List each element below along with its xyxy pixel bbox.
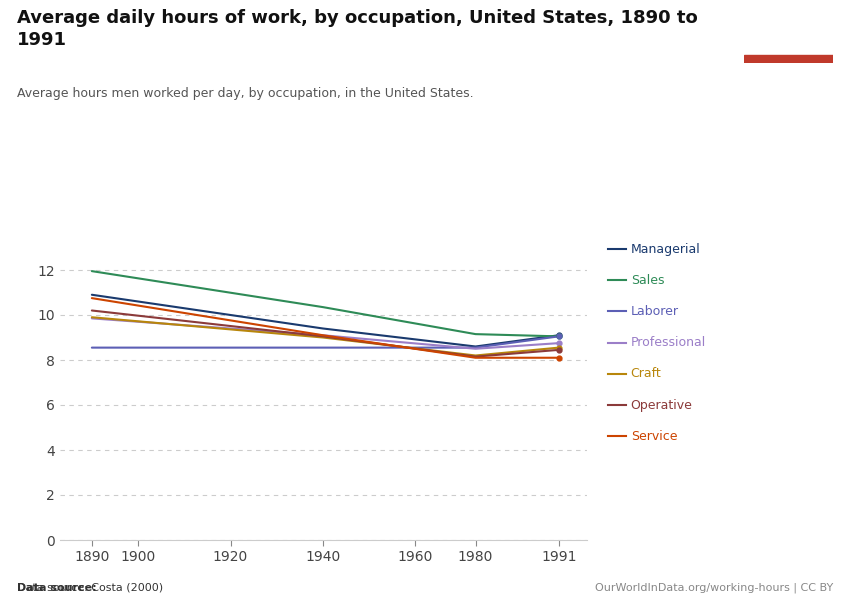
Text: Service: Service xyxy=(631,430,677,443)
Bar xyxy=(744,55,833,63)
Text: Data source:: Data source: xyxy=(17,583,97,593)
Text: Professional: Professional xyxy=(631,336,706,349)
Text: Operative: Operative xyxy=(631,398,693,412)
Text: Average hours men worked per day, by occupation, in the United States.: Average hours men worked per day, by occ… xyxy=(17,87,473,100)
Text: Average daily hours of work, by occupation, United States, 1890 to
1991: Average daily hours of work, by occupati… xyxy=(17,9,698,49)
Text: OurWorldInData.org/working-hours | CC BY: OurWorldInData.org/working-hours | CC BY xyxy=(595,582,833,593)
Text: Sales: Sales xyxy=(631,274,664,287)
Text: Craft: Craft xyxy=(631,367,661,380)
Text: Laborer: Laborer xyxy=(631,305,678,318)
Text: Our World: Our World xyxy=(762,27,814,36)
Text: Managerial: Managerial xyxy=(631,242,700,256)
Text: in Data: in Data xyxy=(770,41,807,50)
Text: Data source: Costa (2000): Data source: Costa (2000) xyxy=(17,583,163,593)
